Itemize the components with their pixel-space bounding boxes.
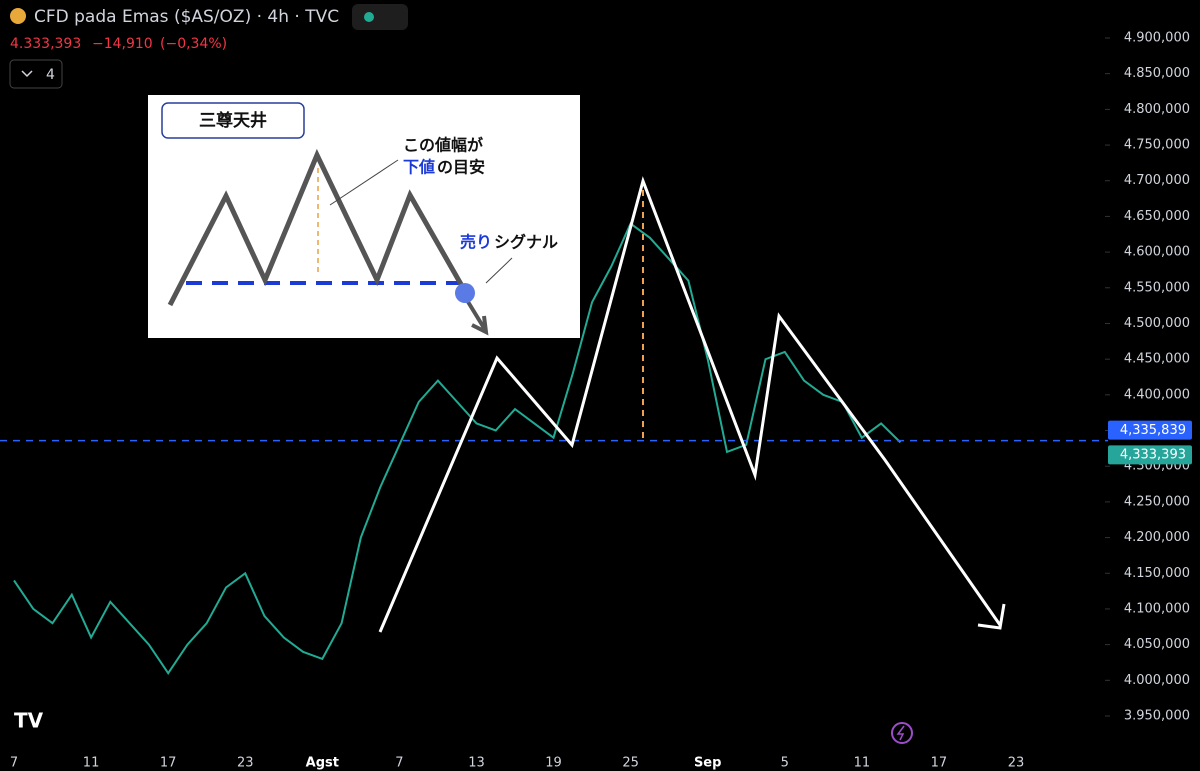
x-tick-label: 19 xyxy=(545,756,562,771)
y-tick-label: 4.900,000 xyxy=(1124,31,1190,46)
y-tick-label: 4.250,000 xyxy=(1124,494,1190,509)
price-tag-label: 4,335,839 xyxy=(1120,423,1186,438)
x-tick-label: 23 xyxy=(237,756,254,771)
x-tick-label: Sep xyxy=(694,756,722,771)
status-dot xyxy=(364,12,374,22)
y-tick-label: 4.800,000 xyxy=(1124,102,1190,117)
indicator-toggle[interactable] xyxy=(9,59,63,89)
lightning-bolt xyxy=(896,725,905,741)
y-tick-label: 4.500,000 xyxy=(1124,316,1190,331)
inset-diagram: 三尊天井 この値幅が 下値 の目安 売り シグナル xyxy=(148,95,580,338)
x-tick-label: Agst xyxy=(306,756,339,771)
signal-blue: 売り xyxy=(460,233,492,252)
pattern-shape xyxy=(167,148,473,307)
x-tick-label: 13 xyxy=(468,756,485,771)
y-tick-label: 4.600,000 xyxy=(1124,245,1190,260)
y-tick-label: 4.550,000 xyxy=(1124,280,1190,295)
y-tick-label: 4.100,000 xyxy=(1124,601,1190,616)
y-tick-label: 4.000,000 xyxy=(1124,673,1190,688)
price-tag xyxy=(1108,420,1192,440)
change: −14,910 xyxy=(92,36,153,52)
arrow-head xyxy=(977,603,1006,630)
x-tick-label: 25 xyxy=(622,756,639,771)
price-tag xyxy=(1108,445,1192,465)
x-tick-label: 11 xyxy=(83,756,100,771)
y-tick-label: 4.750,000 xyxy=(1124,138,1190,153)
indicator-count: 4 xyxy=(46,67,55,83)
y-tick-label: 4.200,000 xyxy=(1124,530,1190,545)
x-tick-label: 11 xyxy=(854,756,871,771)
price-tag-label: 4,333,393 xyxy=(1120,447,1186,462)
inset-title-box xyxy=(161,102,305,139)
change-pct: (−0,34%) xyxy=(160,36,227,52)
signal-rest: シグナル xyxy=(494,233,558,252)
status-badge[interactable] xyxy=(352,4,408,30)
pattern-drawing xyxy=(378,176,1002,633)
signal-dot xyxy=(455,283,475,303)
y-tick-label: 4.400,000 xyxy=(1124,387,1190,402)
x-tick-label: 17 xyxy=(931,756,948,771)
lightning-icon[interactable] xyxy=(891,722,913,744)
y-tick-label: 4.050,000 xyxy=(1124,637,1190,652)
x-tick-label: 23 xyxy=(1008,756,1025,771)
x-tick-label: 5 xyxy=(781,756,789,771)
plot: 3.950,000 4.000,000 4.050,000 4.100,000 4.15… xyxy=(0,31,1192,771)
y-tick-label: 4.150,000 xyxy=(1124,566,1190,581)
note-pointer xyxy=(329,159,399,206)
chevron xyxy=(21,70,33,78)
x-tick-label: 17 xyxy=(160,756,177,771)
price-line xyxy=(13,222,902,675)
inset-title: 三尊天井 xyxy=(199,110,267,131)
last-price: 4.333,393 xyxy=(10,36,81,52)
y-tick-label: 4.450,000 xyxy=(1124,352,1190,367)
x-tick-label: 7 xyxy=(395,756,403,771)
signal-pointer xyxy=(485,257,513,284)
chart-title: CFD pada Emas ($AS/OZ) · 4h · TVC xyxy=(34,7,339,27)
y-tick-label: 4.850,000 xyxy=(1124,66,1190,81)
note-rest: の目安 xyxy=(437,158,485,177)
y-tick-label: 4.650,000 xyxy=(1124,209,1190,224)
x-tick-label: 7 xyxy=(10,756,18,771)
y-tick-label: 4.700,000 xyxy=(1124,173,1190,188)
y-tick-label: 3.950,000 xyxy=(1124,709,1190,724)
note-text: この値幅が xyxy=(403,136,483,155)
tv-logo[interactable]: TV xyxy=(14,709,44,733)
note-blue: 下値 xyxy=(403,158,435,177)
symbol-icon xyxy=(10,8,26,24)
